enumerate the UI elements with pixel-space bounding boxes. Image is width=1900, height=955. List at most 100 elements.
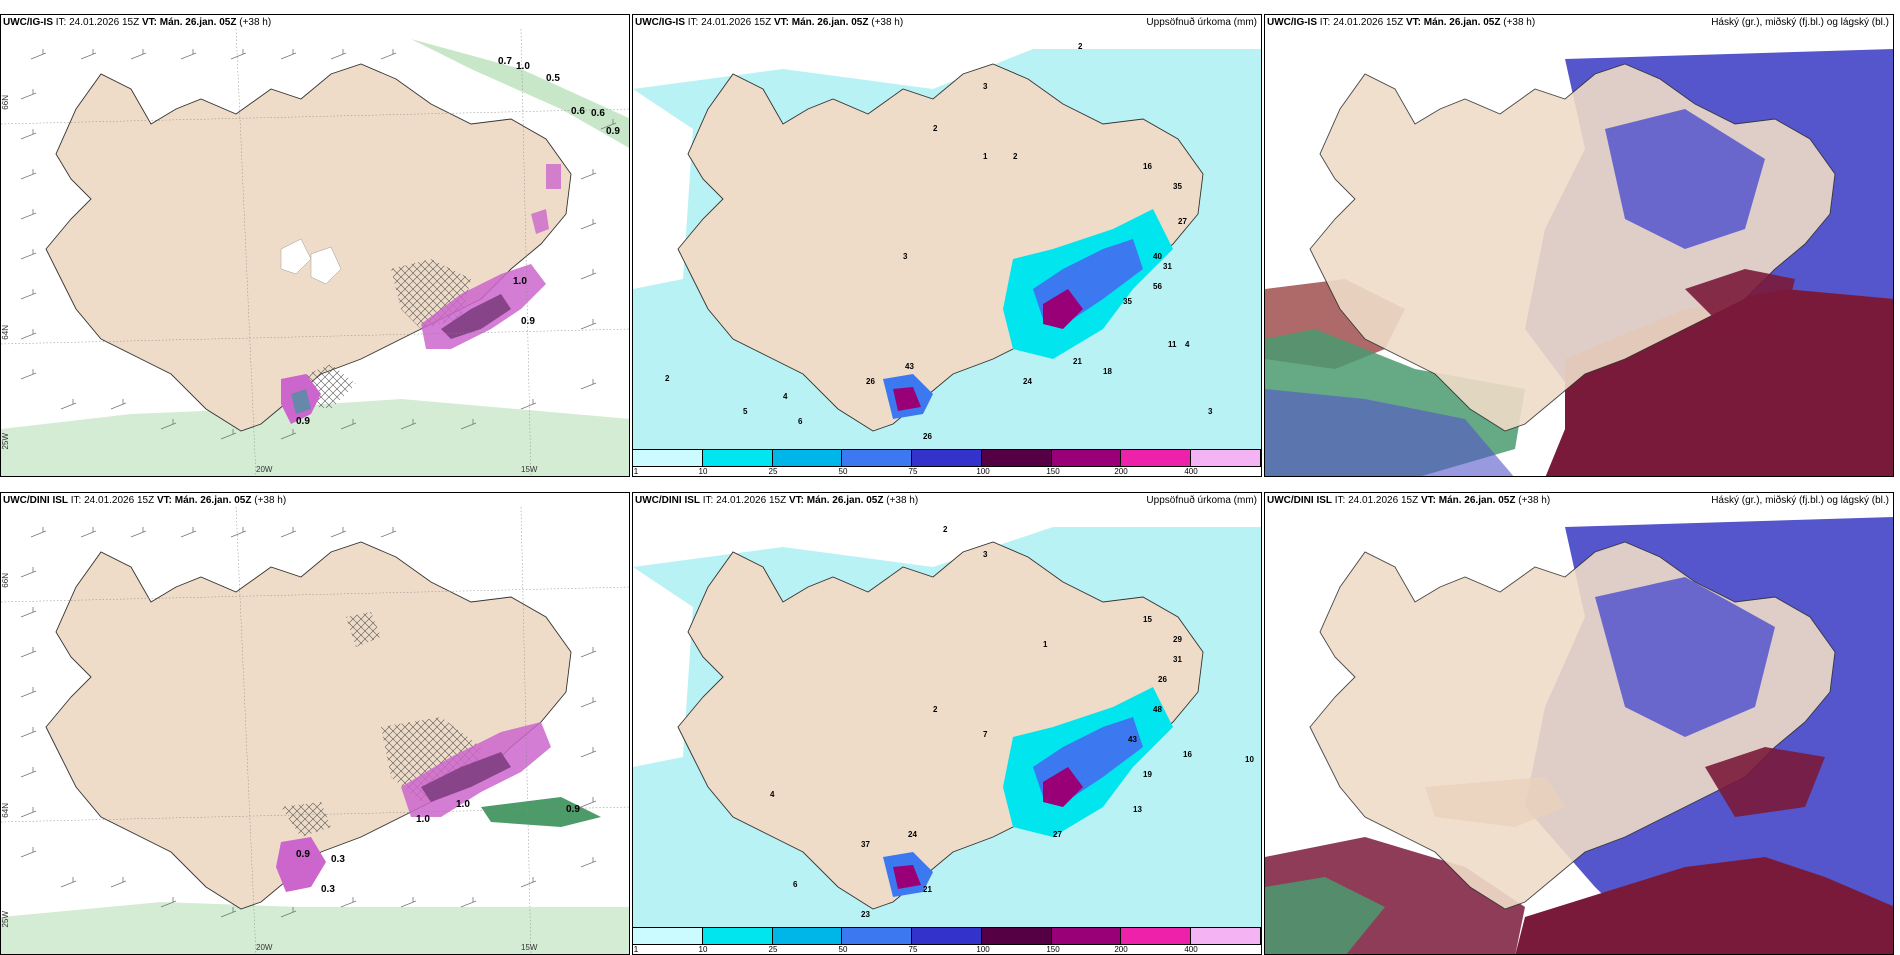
scale-tick: 1 xyxy=(633,467,639,476)
panel-header: UWC/DINI ISL IT: 24.01.2026 15Z VT: Mán.… xyxy=(1267,495,1551,506)
wind-label: 0.7 xyxy=(498,56,512,67)
precip-value: 26 xyxy=(923,432,932,441)
precip-value: 3 xyxy=(983,82,988,91)
scale-swatch xyxy=(1121,450,1192,466)
precip-value: 7 xyxy=(983,730,988,739)
wind-label: 1.0 xyxy=(416,814,430,825)
precip-value: 4 xyxy=(770,790,775,799)
panel-right-title: Uppsöfnuð úrkoma (mm) xyxy=(1146,17,1257,28)
precip-value: 21 xyxy=(923,885,932,894)
scale-swatch xyxy=(1051,450,1122,466)
wind-label: 1.0 xyxy=(513,276,527,287)
wind-label: 0.5 xyxy=(546,73,560,84)
precip-value: 29 xyxy=(1173,635,1182,644)
panel-header: UWC/IG-IS IT: 24.01.2026 15Z VT: Mán. 26… xyxy=(1267,17,1536,28)
panel-right-title: Uppsöfnuð úrkoma (mm) xyxy=(1146,495,1257,506)
precip-value: 26 xyxy=(866,377,875,386)
wind-label: 0.9 xyxy=(521,316,535,327)
scale-swatch xyxy=(772,450,843,466)
wind-map: 1.0 1.0 0.9 0.9 0.3 0.3 xyxy=(1,507,629,954)
precip-value: 27 xyxy=(1053,830,1062,839)
panel-precip-row2: UWC/DINI ISL IT: 24.01.2026 15Z VT: Mán.… xyxy=(632,492,1262,955)
wind-map: 0.7 1.0 0.5 0.6 0.6 0.9 1.0 0.9 0.9 xyxy=(1,29,629,476)
wind-label: 0.9 xyxy=(296,849,310,860)
panel-wind-row1: UWC/IG-IS IT: 24.01.2026 15Z VT: Mán. 26… xyxy=(0,14,630,477)
precip-value: 31 xyxy=(1163,262,1172,271)
precip-value: 19 xyxy=(1143,770,1152,779)
scale-tick: 200 xyxy=(1114,467,1128,476)
scale-swatch xyxy=(1121,928,1192,944)
lon-label: 15W xyxy=(521,943,538,952)
lat-label: 64N xyxy=(1,325,10,340)
wind-label: 0.6 xyxy=(591,108,605,119)
precip-value: 43 xyxy=(1128,735,1137,744)
precip-value: 35 xyxy=(1123,297,1132,306)
scale-swatch xyxy=(981,928,1052,944)
lon-label: 20W xyxy=(256,465,273,474)
precip-value: 13 xyxy=(1133,805,1142,814)
precip-value: 18 xyxy=(1103,367,1112,376)
precip-value: 6 xyxy=(793,880,798,889)
scale-swatch xyxy=(702,928,773,944)
precip-intensity-blobs xyxy=(281,164,561,424)
cloud-map xyxy=(1265,507,1893,954)
precip-value: 15 xyxy=(1143,615,1152,624)
cloud-map xyxy=(1265,29,1893,476)
wind-label: 0.9 xyxy=(606,126,620,137)
lon-label: 25W xyxy=(1,911,10,928)
precip-value: 16 xyxy=(1183,750,1192,759)
wind-label: 0.3 xyxy=(331,854,345,865)
precip-value: 5 xyxy=(743,407,748,416)
scale-swatch xyxy=(633,450,703,466)
lon-label: 20W xyxy=(256,943,273,952)
precip-value: 2 xyxy=(933,705,938,714)
precip-value: 4 xyxy=(1185,340,1190,349)
scale-tick: 75 xyxy=(908,467,918,476)
scale-swatch xyxy=(981,450,1052,466)
precip-value: 24 xyxy=(1023,377,1032,386)
lon-label: 25W xyxy=(1,433,10,450)
panel-header: UWC/IG-IS IT: 24.01.2026 15Z VT: Mán. 26… xyxy=(3,17,272,28)
scale-swatch xyxy=(912,928,982,944)
panel-right-title: Háský (gr.), miðský (fj.bl.) og lágský (… xyxy=(1711,17,1889,28)
lat-label: 66N xyxy=(1,573,10,588)
precip-value: 4 xyxy=(783,392,788,401)
precip-map: 2 3 1 2 2 16 35 27 40 31 56 35 21 24 18 … xyxy=(633,29,1261,451)
scale-swatch xyxy=(633,928,703,944)
scale-swatch xyxy=(1051,928,1122,944)
precip-value: 3 xyxy=(983,550,988,559)
panel-header: UWC/DINI ISL IT: 24.01.2026 15Z VT: Mán.… xyxy=(3,495,287,506)
precip-value: 48 xyxy=(1153,705,1162,714)
scale-swatch xyxy=(842,450,913,466)
scale-swatch xyxy=(772,928,843,944)
precip-value: 40 xyxy=(1153,252,1162,261)
precip-value: 31 xyxy=(1173,655,1182,664)
panel-cloud-row2: UWC/DINI ISL IT: 24.01.2026 15Z VT: Mán.… xyxy=(1264,492,1894,955)
precip-value: 23 xyxy=(861,910,870,919)
precip-value: 26 xyxy=(1158,675,1167,684)
lon-label: 15W xyxy=(521,465,538,474)
scale-swatch xyxy=(1191,928,1261,944)
wind-barbs xyxy=(20,527,597,918)
precip-value: 16 xyxy=(1143,162,1152,171)
precip-value: 2 xyxy=(933,124,938,133)
wind-barbs xyxy=(20,49,617,440)
wind-label: 1.0 xyxy=(456,799,470,810)
precip-value: 24 xyxy=(908,830,917,839)
precip-value: 3 xyxy=(1208,407,1213,416)
precip-value: 21 xyxy=(1073,357,1082,366)
wind-label: 0.9 xyxy=(566,804,580,815)
precip-value: 1 xyxy=(1043,640,1048,649)
scale-swatch xyxy=(702,450,773,466)
precip-value: 2 xyxy=(1078,42,1083,51)
scale-tick: 50 xyxy=(838,467,848,476)
precip-value: 2 xyxy=(943,525,948,534)
precip-value: 3 xyxy=(903,252,908,261)
wind-label: 0.6 xyxy=(571,106,585,117)
precip-value: 43 xyxy=(905,362,914,371)
wind-label: 0.3 xyxy=(321,884,335,895)
wind-label: 0.9 xyxy=(296,416,310,427)
lat-label: 66N xyxy=(1,95,10,110)
precip-value: 27 xyxy=(1178,217,1187,226)
precip-value: 6 xyxy=(798,417,803,426)
